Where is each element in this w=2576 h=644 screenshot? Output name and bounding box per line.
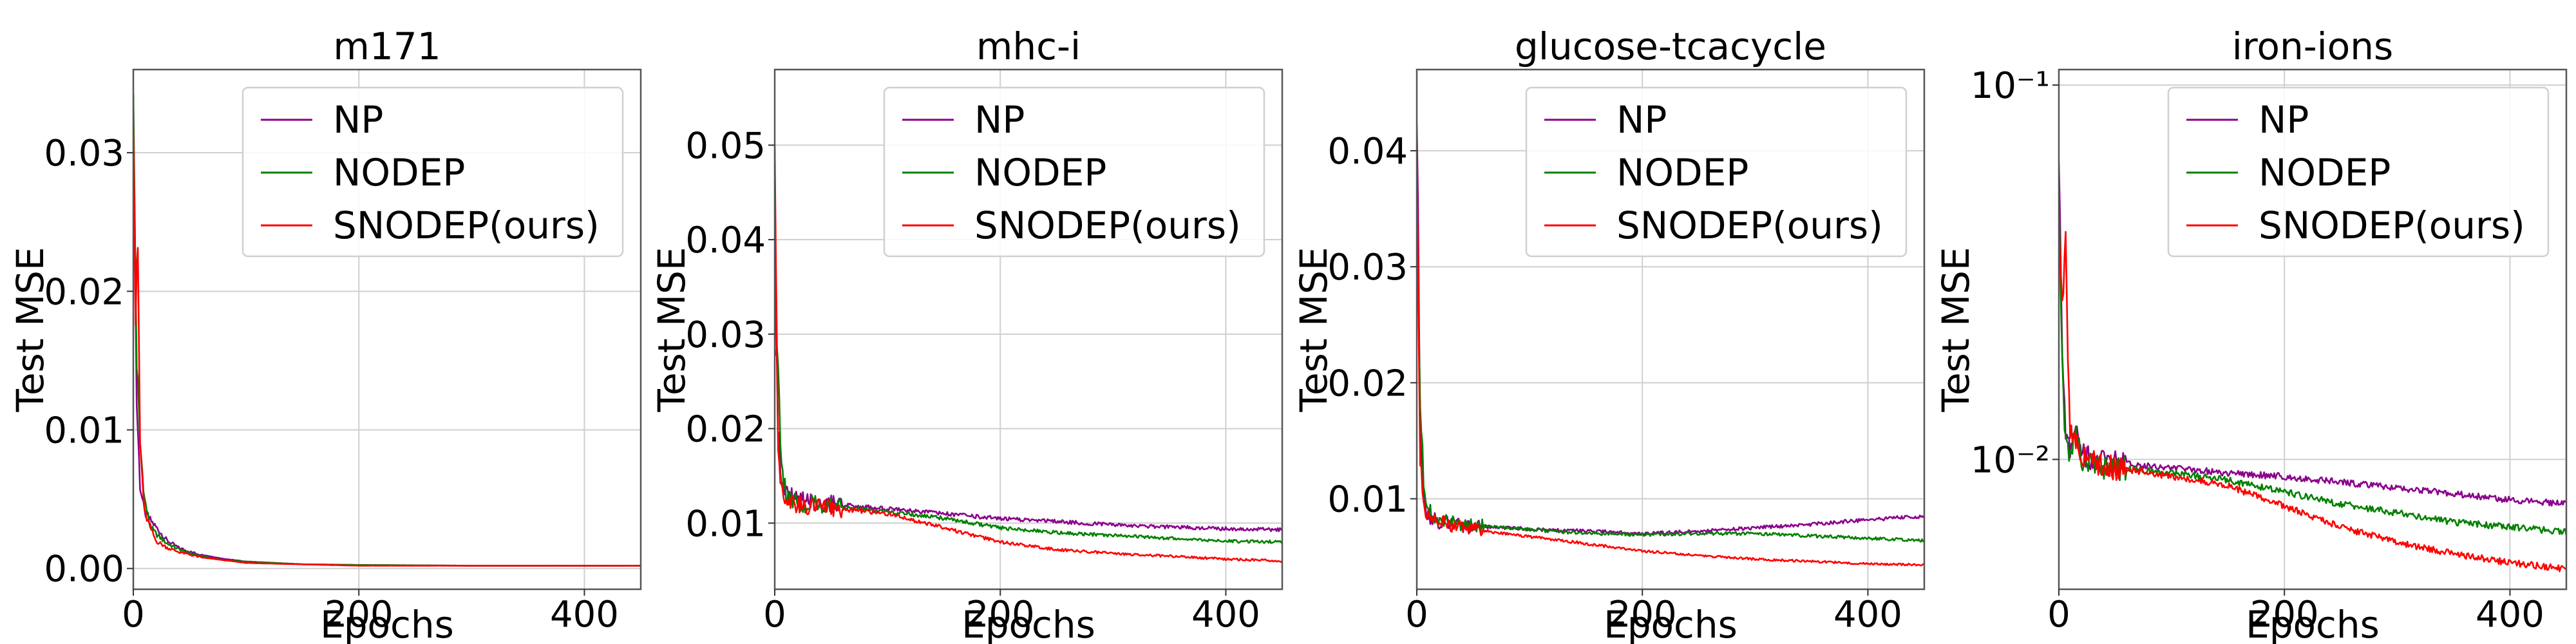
series-group bbox=[2059, 161, 2566, 573]
chart-panel-3: 0 200 400 0.01 0.02 0.03 0.04 glucose-tcacycle E… bbox=[1292, 24, 1926, 644]
y-axis-label: Test MSE bbox=[650, 247, 694, 412]
y-tick-label: 0.03 bbox=[685, 314, 766, 356]
legend-entry: NODEP bbox=[333, 151, 465, 194]
y-tick-label: 10⁻² bbox=[1971, 439, 2050, 481]
series-line-snodep-ours bbox=[775, 147, 1282, 563]
series-line-nodep bbox=[1417, 267, 1924, 543]
y-tick-label: 0.01 bbox=[685, 503, 766, 545]
x-tick-label: 200 bbox=[1608, 594, 1677, 636]
x-axis-label: Epochs bbox=[961, 603, 1095, 644]
plot-frame bbox=[2058, 68, 2568, 591]
x-tick-label: 0 bbox=[1405, 594, 1428, 636]
chart-panel-4: 0 200 400 10⁻² 10⁻¹ iron-ions Epochs Test MSE NP… bbox=[1934, 24, 2568, 644]
y-tick-label: 0.02 bbox=[1327, 363, 1408, 404]
x-tick-label: 0 bbox=[122, 594, 145, 636]
x-tick-label: 400 bbox=[2476, 594, 2544, 636]
chart-title: glucose-tcacycle bbox=[1515, 24, 1826, 68]
series-group bbox=[775, 147, 1282, 563]
legend-entry: NODEP bbox=[2259, 151, 2391, 194]
y-tick-label: 0.02 bbox=[685, 409, 766, 451]
series-group bbox=[133, 93, 641, 567]
x-tick-label: 200 bbox=[325, 594, 393, 636]
x-tick-label: 400 bbox=[550, 594, 619, 636]
chart-panel-1: 0 200 400 0.00 0.01 0.02 0.03 m171 Epochs Test MS… bbox=[8, 24, 642, 644]
legend: NP NODEP SNODEP(ours) bbox=[242, 86, 624, 258]
legend-entry: SNODEP(ours) bbox=[333, 204, 600, 247]
x-tick-label: 200 bbox=[966, 594, 1035, 636]
y-axis-label: Test MSE bbox=[1934, 247, 1978, 412]
x-axis-label: Epochs bbox=[1604, 603, 1738, 644]
x-tick-label: 0 bbox=[763, 594, 786, 636]
y-tick-label: 0.04 bbox=[685, 220, 766, 261]
legend-entry: NP bbox=[333, 98, 383, 142]
y-tick-label: 0.04 bbox=[1327, 131, 1408, 173]
x-tick-label: 0 bbox=[2047, 594, 2070, 636]
series-line-snodep-ours bbox=[2059, 227, 2566, 573]
legend-box bbox=[883, 86, 1265, 258]
chart-title: mhc-i bbox=[976, 24, 1081, 68]
y-tick-label: 0.03 bbox=[44, 133, 124, 175]
legend: NP NODEP SNODEP(ours) bbox=[883, 86, 1265, 258]
y-tick-label: 0.02 bbox=[44, 271, 124, 313]
legend-entry: NODEP bbox=[1616, 151, 1748, 194]
chart-title: m171 bbox=[333, 24, 440, 68]
chart-panel-2: 0 200 400 0.01 0.02 0.03 0.04 0.05 mhc-i Epochs Te… bbox=[650, 24, 1283, 644]
series-line-np bbox=[775, 274, 1282, 533]
y-axis-label: Test MSE bbox=[1292, 247, 1336, 412]
y-axis-label: Test MSE bbox=[8, 247, 52, 412]
legend-box bbox=[242, 86, 624, 258]
x-tick-label: 400 bbox=[1191, 594, 1260, 636]
x-axis-label: Epochs bbox=[2246, 603, 2380, 644]
series-group bbox=[1417, 124, 1924, 567]
series-line-nodep bbox=[775, 346, 1282, 544]
series-line-np bbox=[2059, 161, 2566, 507]
plot-frame bbox=[1416, 68, 1926, 591]
x-tick-label: 200 bbox=[2250, 594, 2319, 636]
y-tick-label: 0.05 bbox=[685, 125, 766, 167]
plot-frame bbox=[773, 68, 1283, 591]
series-line-snodep-ours bbox=[1417, 163, 1924, 567]
legend-entry: NP bbox=[2259, 98, 2309, 142]
legend-box bbox=[1525, 86, 1908, 258]
legend-entry: SNODEP(ours) bbox=[2259, 204, 2525, 247]
chart-title: iron-ions bbox=[2232, 24, 2393, 68]
plot-frame bbox=[132, 68, 642, 591]
x-axis-label: Epochs bbox=[320, 603, 454, 644]
legend-entry: NP bbox=[1616, 98, 1667, 142]
legend-entry: SNODEP(ours) bbox=[1616, 204, 1883, 247]
y-tick-label: 0.00 bbox=[44, 549, 124, 591]
legend: NP NODEP SNODEP(ours) bbox=[2167, 86, 2550, 258]
y-tick-label: 10⁻¹ bbox=[1971, 65, 2050, 107]
y-tick-label: 0.01 bbox=[1327, 478, 1408, 520]
legend: NP NODEP SNODEP(ours) bbox=[1525, 86, 1908, 258]
series-line-snodep-ours bbox=[133, 122, 641, 567]
x-tick-label: 400 bbox=[1833, 594, 1902, 636]
legend-entry: NP bbox=[974, 98, 1025, 142]
y-tick-label: 0.01 bbox=[44, 410, 124, 452]
legend-box bbox=[2167, 86, 2550, 258]
legend-entry: NODEP bbox=[974, 151, 1106, 194]
legend-entry: SNODEP(ours) bbox=[974, 204, 1241, 247]
y-tick-label: 0.03 bbox=[1327, 247, 1408, 289]
